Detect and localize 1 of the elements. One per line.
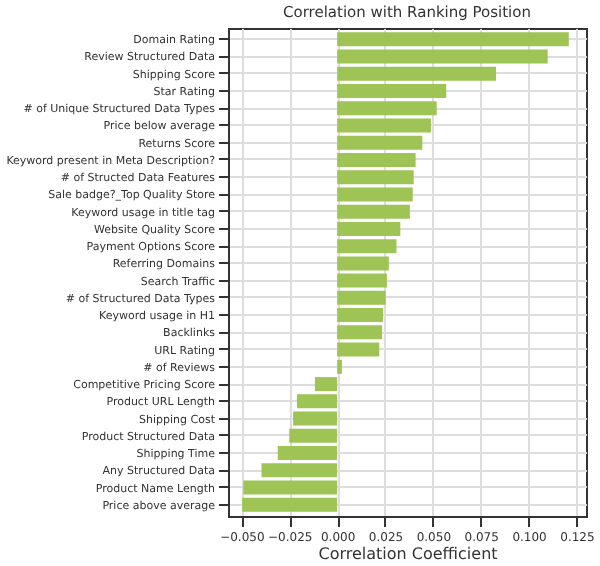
x-axis-title: Correlation Coefficient	[318, 545, 498, 563]
